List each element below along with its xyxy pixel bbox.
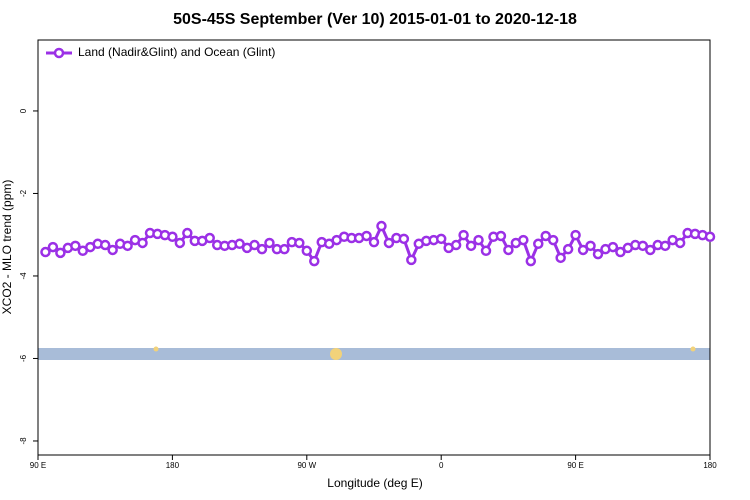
data-point: [70, 240, 81, 252]
data-point: [204, 232, 215, 244]
data-point: [645, 244, 656, 256]
data-point: [518, 234, 529, 246]
data-point: [376, 220, 387, 232]
y-tick-label: -8: [19, 437, 28, 445]
data-point: [562, 243, 574, 255]
data-point: [480, 245, 492, 257]
y-tick-label: -2: [19, 189, 28, 197]
mask-dot: [330, 348, 342, 360]
data-point: [704, 231, 716, 243]
mask-dot: [153, 346, 159, 352]
data-point: [607, 241, 619, 253]
data-point: [294, 237, 305, 249]
data-point: [637, 240, 649, 252]
data-point: [465, 240, 477, 252]
data-point: [174, 237, 186, 249]
data-point: [167, 231, 178, 243]
data-point: [473, 234, 484, 246]
data-point: [137, 237, 148, 249]
legend-label: Land (Nadir&Glint) and Ocean (Glint): [78, 45, 275, 59]
data-point: [592, 248, 604, 260]
land-mask-band: [38, 348, 710, 360]
data-point: [55, 247, 66, 259]
data-point: [182, 227, 193, 239]
data-point: [309, 255, 320, 267]
y-tick-label: -4: [19, 272, 28, 280]
chart-title: 50S-45S September (Ver 10) 2015-01-01 to…: [173, 11, 577, 28]
x-tick-label: 90 E: [30, 461, 46, 470]
data-point: [406, 254, 417, 266]
data-point: [659, 240, 671, 252]
data-point: [361, 230, 372, 242]
x-tick-label: 180: [703, 461, 717, 470]
data-point: [234, 238, 245, 250]
data-point: [99, 239, 111, 251]
data-point: [301, 245, 313, 257]
data-point: [279, 243, 290, 255]
mask-dot: [690, 346, 696, 352]
data-point: [577, 244, 589, 256]
data-point: [435, 233, 447, 245]
data-point: [256, 243, 268, 255]
x-tick-label: 180: [166, 461, 180, 470]
data-point: [533, 238, 544, 250]
data-point: [107, 244, 118, 256]
data-point: [525, 255, 537, 267]
data-point: [570, 229, 581, 241]
data-point: [495, 230, 507, 242]
data-point: [122, 240, 133, 252]
x-tick-label: 0: [439, 461, 444, 470]
plot-frame: [37, 39, 711, 456]
data-point: [368, 236, 380, 248]
data-point: [615, 246, 626, 258]
data-point: [47, 241, 59, 253]
x-tick-label: 90 W: [297, 461, 316, 470]
data-point: [383, 237, 395, 249]
data-point: [40, 246, 51, 258]
x-tick-label: 90 E: [567, 461, 583, 470]
data-point: [458, 229, 469, 241]
legend-marker: [53, 47, 65, 59]
data-point: [398, 233, 410, 245]
data-point: [585, 240, 596, 252]
data-point: [540, 230, 551, 242]
y-axis-label: XCO2 - MLO trend (ppm): [0, 180, 14, 315]
data-point: [503, 244, 514, 256]
y-tick-label: 0: [19, 108, 28, 113]
y-tick-label: -6: [19, 354, 28, 362]
data-point: [249, 239, 260, 251]
x-axis-label: Longitude (deg E): [327, 476, 422, 490]
data-point: [555, 252, 566, 264]
data-point: [547, 234, 559, 246]
data-point: [674, 237, 686, 249]
data-point: [264, 237, 275, 249]
data-point: [450, 239, 462, 251]
